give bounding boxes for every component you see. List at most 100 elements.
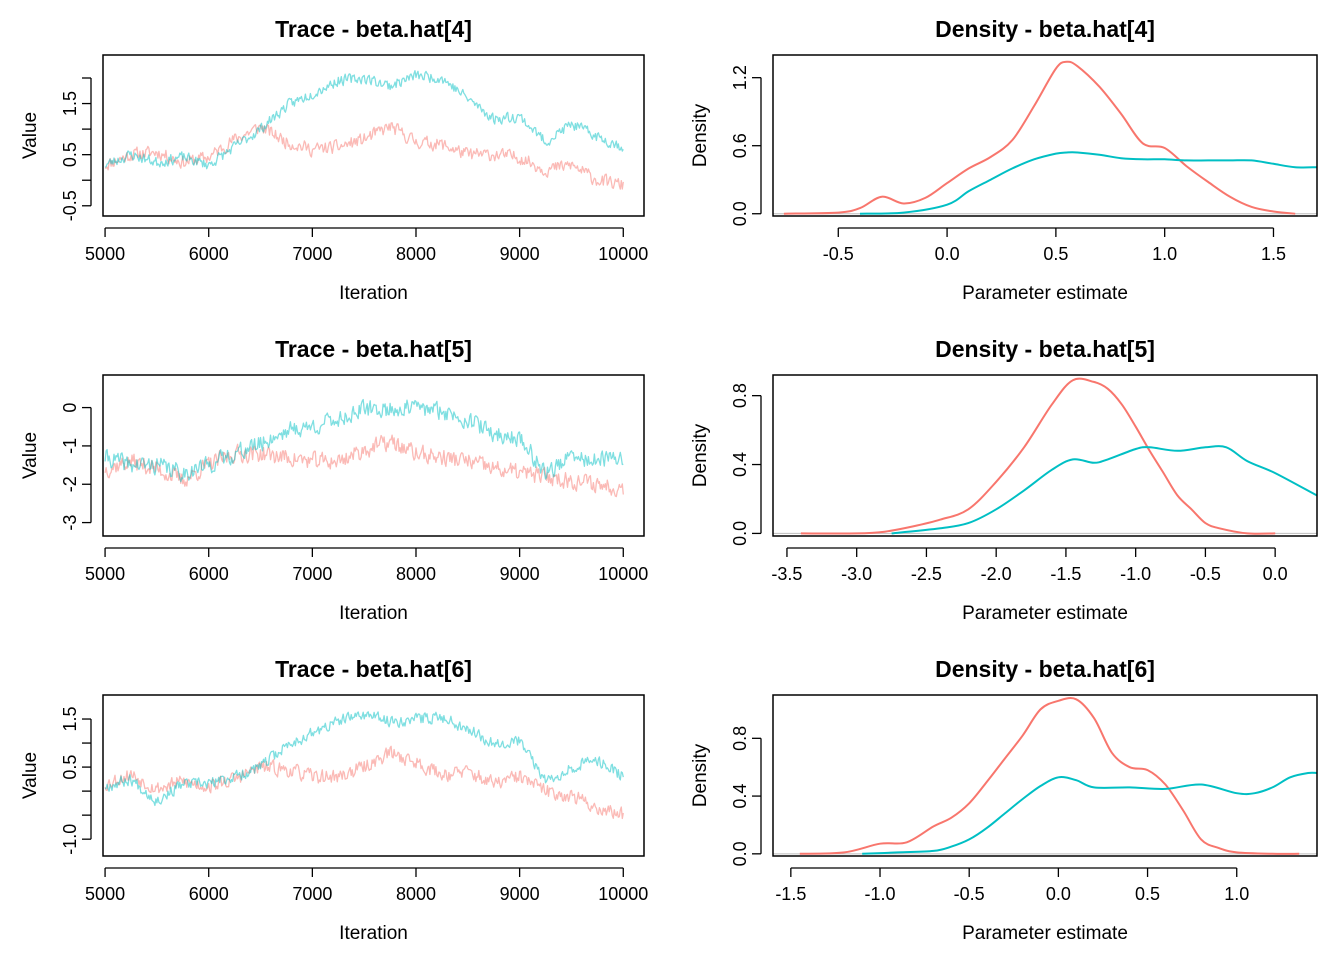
plot-frame — [102, 374, 645, 537]
plot-frame — [772, 374, 1318, 537]
x-tick-label: 9000 — [500, 564, 540, 584]
y-axis-label: Density — [690, 423, 711, 487]
plot-area — [104, 70, 624, 190]
density-chain-1 — [783, 60, 1296, 215]
x-tick-label: -3.5 — [771, 564, 802, 584]
panel-title: Density - beta.hat[5] — [935, 336, 1155, 362]
panel-title: Density - beta.hat[4] — [935, 16, 1155, 42]
y-tick-label: 0.4 — [730, 784, 750, 809]
y-tick-label: 1.5 — [60, 707, 80, 732]
panel-2-density: Density - beta.hat[4] Parameter estimate D… — [690, 16, 1318, 304]
panel-1-trace: Trace - beta.hat[4] Iteration Value 5000 600… — [20, 16, 648, 304]
panel-3-trace: Trace - beta.hat[5] Iteration Value 5000 600… — [20, 336, 648, 624]
x-tick-label: 0.0 — [1046, 884, 1071, 904]
x-tick-label: 8000 — [396, 884, 436, 904]
x-tick-label: 7000 — [292, 884, 332, 904]
y-axis-label: Value — [20, 112, 41, 159]
density-chain-2 — [862, 771, 1317, 855]
density-chain-2 — [859, 151, 1317, 215]
plot-area — [773, 377, 1317, 535]
x-tick-label: -1.5 — [1050, 564, 1081, 584]
density-chain-1 — [799, 697, 1300, 855]
panel-5-trace: Trace - beta.hat[6] Iteration Value 5000 600… — [20, 656, 648, 944]
plot-area — [104, 711, 624, 820]
plot-frame — [102, 54, 645, 217]
x-tick-label: 6000 — [189, 564, 229, 584]
trace-chain-2 — [104, 711, 624, 807]
x-tick-label: 9000 — [500, 884, 540, 904]
y-axis-label: Value — [20, 752, 41, 799]
panel-title: Trace - beta.hat[4] — [275, 16, 472, 42]
y-tick-label: 0.0 — [730, 201, 750, 226]
x-tick-label: 7000 — [292, 564, 332, 584]
x-tick-label: 0.0 — [935, 244, 960, 264]
y-axis-label: Value — [20, 432, 41, 479]
y-tick-label: 0.5 — [60, 142, 80, 167]
x-tick-label: 10000 — [598, 244, 648, 264]
y-tick-label: 0.8 — [730, 726, 750, 751]
y-tick-label: 0.5 — [60, 755, 80, 780]
x-tick-label: -0.5 — [823, 244, 854, 264]
y-axis-label: Density — [690, 743, 711, 807]
x-tick-label: 6000 — [189, 884, 229, 904]
x-tick-label: -2.5 — [911, 564, 942, 584]
y-tick-label: 0.0 — [730, 521, 750, 546]
x-tick-label: -1.5 — [775, 884, 806, 904]
x-axis-label: Parameter estimate — [962, 603, 1128, 624]
density-chain-2 — [891, 445, 1317, 535]
x-tick-label: -3.0 — [841, 564, 872, 584]
y-tick-label: 0.4 — [730, 452, 750, 477]
x-tick-label: 5000 — [85, 884, 125, 904]
y-tick-label: -0.5 — [60, 190, 80, 221]
panel-6-density: Density - beta.hat[6] Parameter estimate D… — [690, 656, 1318, 944]
x-tick-label: 10000 — [598, 884, 648, 904]
density-chain-1 — [800, 377, 1276, 535]
x-tick-label: 6000 — [189, 244, 229, 264]
plot-frame — [772, 54, 1318, 217]
x-tick-label: -1.0 — [865, 884, 896, 904]
y-axis-label: Density — [690, 103, 711, 167]
x-tick-label: 0.5 — [1043, 244, 1068, 264]
x-axis-label: Iteration — [339, 923, 408, 944]
plot-frame — [102, 694, 645, 857]
y-tick-label: 0 — [60, 403, 80, 413]
x-tick-label: -0.5 — [954, 884, 985, 904]
trace-chain-2 — [104, 398, 624, 483]
x-tick-label: 0.0 — [1263, 564, 1288, 584]
y-tick-label: 0.6 — [730, 133, 750, 158]
y-tick-label: 1.2 — [730, 65, 750, 90]
panel-title: Trace - beta.hat[6] — [275, 656, 472, 682]
plot-area — [773, 697, 1317, 855]
x-tick-label: 1.0 — [1224, 884, 1249, 904]
plot-frame — [772, 694, 1318, 857]
x-tick-label: -2.0 — [981, 564, 1012, 584]
y-tick-label: 0.8 — [730, 383, 750, 408]
y-tick-label: -3 — [60, 515, 80, 531]
y-tick-label: -1 — [60, 438, 80, 454]
x-axis-label: Parameter estimate — [962, 283, 1128, 304]
trace-chain-2 — [104, 70, 624, 170]
trace-chain-1 — [104, 434, 624, 498]
x-tick-label: 5000 — [85, 244, 125, 264]
x-tick-label: 0.5 — [1135, 884, 1160, 904]
x-tick-label: -1.0 — [1120, 564, 1151, 584]
y-tick-label: 0.0 — [730, 841, 750, 866]
x-tick-label: -0.5 — [1190, 564, 1221, 584]
panel-title: Density - beta.hat[6] — [935, 656, 1155, 682]
panel-title: Trace - beta.hat[5] — [275, 336, 472, 362]
x-tick-label: 8000 — [396, 564, 436, 584]
x-tick-label: 8000 — [396, 244, 436, 264]
x-axis-label: Parameter estimate — [962, 923, 1128, 944]
y-tick-label: -2 — [60, 476, 80, 492]
x-axis-label: Iteration — [339, 283, 408, 304]
x-tick-label: 1.5 — [1261, 244, 1286, 264]
x-tick-label: 1.0 — [1152, 244, 1177, 264]
x-tick-label: 9000 — [500, 244, 540, 264]
plot-area — [773, 60, 1317, 215]
x-tick-label: 7000 — [292, 244, 332, 264]
x-tick-label: 5000 — [85, 564, 125, 584]
plot-area — [104, 398, 624, 498]
panel-4-density: Density - beta.hat[5] Parameter estimate D… — [690, 336, 1318, 624]
x-tick-label: 10000 — [598, 564, 648, 584]
